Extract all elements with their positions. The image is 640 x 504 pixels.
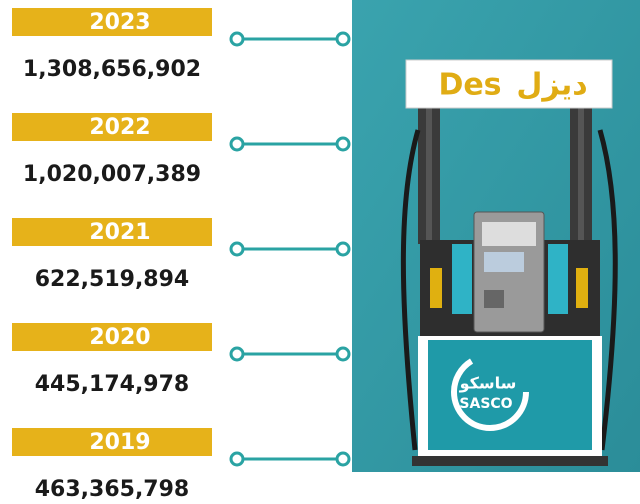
nozzle	[576, 268, 588, 308]
connector-end	[335, 346, 351, 362]
year-bar	[12, 428, 212, 456]
value: 445,174,978	[35, 372, 189, 397]
year-bar	[12, 113, 212, 141]
year-bar	[12, 323, 212, 351]
year: 2021	[89, 220, 150, 245]
hose	[400, 129, 421, 451]
year: 2020	[89, 325, 150, 350]
connector-end	[229, 451, 245, 467]
connector-end	[335, 136, 351, 152]
column-shade	[426, 104, 432, 244]
year-bar	[12, 8, 212, 36]
column-shade	[578, 104, 584, 244]
sign-latin: Des	[438, 68, 501, 103]
connector-end	[229, 346, 245, 362]
year: 2022	[89, 115, 150, 140]
display	[482, 222, 536, 246]
connector-end	[229, 241, 245, 257]
year: 2019	[89, 430, 150, 455]
year-bar	[12, 218, 212, 246]
pump-illustration: Des ديزل ساسكو SASCO	[352, 0, 640, 472]
value: 622,519,894	[35, 267, 189, 292]
value: 1,020,007,389	[23, 162, 201, 187]
light	[452, 244, 472, 314]
connector-end	[335, 241, 351, 257]
sign-arabic: ديزل	[516, 68, 587, 103]
logo-ring	[451, 353, 529, 431]
logo-arabic: ساسكو	[459, 374, 517, 393]
hose	[597, 129, 618, 451]
connector-end	[229, 31, 245, 47]
value: 1,308,656,902	[23, 57, 201, 82]
connector-end	[335, 31, 351, 47]
light	[548, 244, 568, 314]
foot	[412, 456, 608, 466]
keypad	[484, 290, 504, 308]
nozzle	[430, 268, 442, 308]
value: 463,365,798	[35, 477, 189, 502]
connector-end	[335, 451, 351, 467]
year: 2023	[89, 10, 150, 35]
screen	[484, 252, 524, 272]
connector-end	[229, 136, 245, 152]
sign	[405, 59, 613, 109]
logo-latin: SASCO	[459, 396, 512, 412]
